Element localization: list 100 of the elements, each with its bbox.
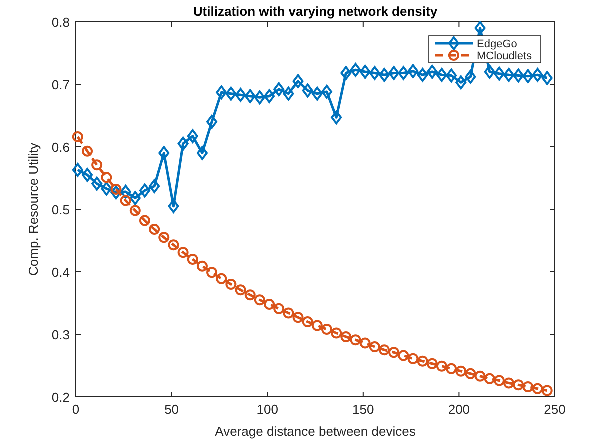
point	[158, 146, 170, 160]
point	[226, 86, 237, 101]
point	[532, 68, 544, 82]
x-tick-label: 50	[164, 402, 180, 417]
point	[388, 66, 400, 80]
point	[360, 338, 371, 349]
y-tick-label: 0.3	[52, 328, 70, 342]
point	[494, 66, 505, 81]
point	[398, 350, 410, 362]
point	[130, 191, 141, 206]
y-tick-label: 0.2	[52, 390, 70, 405]
x-tick-label: 150	[352, 402, 374, 417]
point	[101, 182, 112, 196]
legend-label: MCloudlets	[477, 50, 533, 62]
point	[484, 65, 496, 79]
point	[264, 89, 276, 104]
point	[101, 172, 112, 184]
point	[244, 290, 256, 301]
point	[82, 146, 93, 157]
point	[274, 82, 285, 96]
point	[436, 360, 448, 372]
point	[235, 88, 246, 102]
point	[110, 186, 122, 200]
point	[474, 21, 486, 36]
y-tick-label: 0.7	[52, 78, 70, 92]
point	[149, 224, 160, 235]
point	[456, 366, 467, 377]
point	[168, 240, 180, 251]
point	[120, 195, 132, 206]
point	[244, 89, 256, 104]
point	[542, 71, 553, 86]
point	[369, 342, 380, 352]
point	[504, 378, 515, 389]
point	[513, 380, 524, 391]
x-axis-title: Average distance between devices	[215, 424, 416, 439]
point	[226, 279, 237, 290]
point	[196, 260, 208, 272]
point	[178, 136, 189, 151]
y-tick-label: 0.6	[52, 140, 70, 155]
point	[216, 273, 228, 284]
point	[426, 65, 438, 79]
y-tick-label: 0.5	[52, 202, 70, 218]
point	[350, 334, 362, 346]
point	[254, 294, 266, 306]
point	[369, 66, 380, 80]
point	[532, 383, 544, 394]
point	[168, 199, 180, 214]
chart-title: Utilization with varying network density	[193, 4, 438, 19]
point	[130, 205, 141, 216]
point	[340, 332, 352, 342]
point	[72, 132, 84, 142]
x-tick-label: 100	[256, 402, 278, 417]
point	[274, 303, 285, 314]
point	[513, 68, 524, 83]
point	[408, 64, 419, 78]
point	[149, 179, 160, 194]
point	[292, 312, 304, 324]
point	[340, 66, 352, 80]
point	[312, 320, 323, 332]
point	[398, 66, 410, 80]
point	[542, 385, 553, 396]
point	[417, 68, 428, 82]
legend-label: EdgeGo	[477, 38, 518, 50]
point	[446, 68, 458, 83]
point	[139, 184, 150, 198]
y-tick-label: 0.8	[52, 15, 70, 30]
point	[302, 84, 314, 98]
x-tick-label: 250	[544, 402, 566, 417]
point	[206, 267, 218, 278]
point	[388, 347, 400, 358]
point	[187, 254, 198, 265]
point	[321, 324, 332, 335]
y-tick-label: 0.4	[52, 265, 70, 280]
point	[378, 68, 390, 82]
x-tick-label: 200	[448, 402, 470, 417]
point	[72, 163, 84, 178]
point	[92, 176, 103, 191]
point	[378, 344, 390, 356]
point	[254, 90, 266, 105]
point	[196, 146, 208, 160]
point	[331, 110, 342, 125]
point	[522, 69, 534, 84]
point	[187, 129, 198, 144]
point	[178, 247, 189, 258]
point	[283, 86, 294, 101]
point	[206, 115, 218, 129]
point	[426, 358, 438, 370]
point	[417, 356, 428, 367]
point	[408, 353, 419, 364]
point	[120, 185, 132, 199]
y-axis-title: Comp. Resource Utility	[26, 142, 41, 276]
point	[264, 299, 276, 310]
point	[292, 74, 304, 88]
point	[216, 86, 228, 100]
point	[139, 215, 150, 226]
point	[494, 375, 505, 386]
point	[474, 370, 486, 382]
point	[92, 160, 103, 171]
point	[302, 316, 314, 328]
point	[331, 328, 342, 339]
